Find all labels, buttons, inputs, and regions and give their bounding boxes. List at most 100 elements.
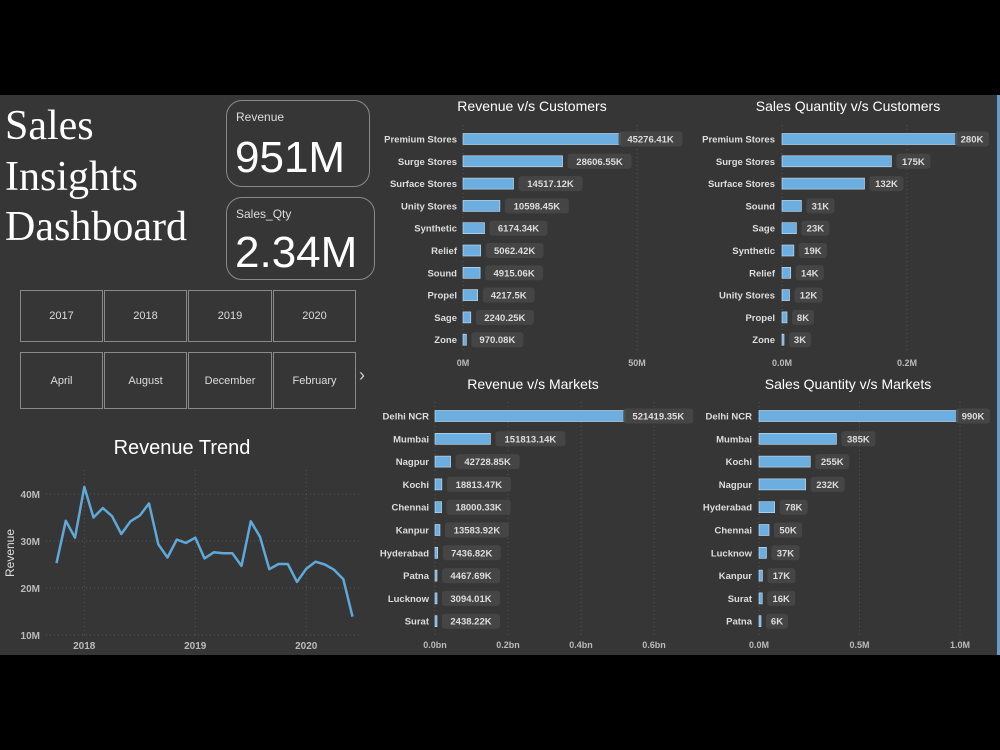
data-label-box xyxy=(955,408,990,424)
bar xyxy=(781,222,797,234)
data-label-box xyxy=(774,522,803,538)
bar xyxy=(462,200,501,212)
y-tick-label: 20M xyxy=(21,584,40,595)
category-label: Sound xyxy=(745,201,775,212)
bar xyxy=(462,177,514,190)
data-label-box xyxy=(771,545,800,561)
bar xyxy=(462,266,481,279)
category-label: Premium Stores xyxy=(384,135,457,146)
category-label: Mumbai xyxy=(716,434,752,445)
data-label: 990K xyxy=(962,412,985,423)
revenue-kpi-card: Revenue 951M xyxy=(226,100,370,187)
category-label: Delhi NCR xyxy=(706,412,753,423)
data-label: 23K xyxy=(807,224,825,235)
bar xyxy=(462,333,467,346)
x-tick-label: 50M xyxy=(628,358,646,368)
data-label: 45276.41K xyxy=(627,135,674,146)
category-label: Propel xyxy=(427,291,457,302)
data-label-box xyxy=(779,499,808,515)
data-label: 385K xyxy=(847,434,870,445)
data-label-box xyxy=(471,332,524,348)
category-label: Mumbai xyxy=(393,434,429,445)
category-label: Surface Stores xyxy=(390,179,457,190)
year-slicer-2020[interactable]: 2020 xyxy=(273,290,356,342)
chevron-right-icon[interactable]: › xyxy=(359,365,365,385)
category-label: Zone xyxy=(752,335,775,346)
bar xyxy=(781,289,790,301)
data-label: 16K xyxy=(772,594,790,605)
data-label-box xyxy=(442,568,500,584)
category-label: Sound xyxy=(427,268,457,279)
category-label: Hyderabad xyxy=(380,548,429,559)
data-label-box xyxy=(810,476,845,492)
category-label: Surat xyxy=(728,594,753,605)
data-label: 37K xyxy=(777,548,795,559)
data-label-box xyxy=(485,265,544,281)
category-label: Nagpur xyxy=(396,457,430,468)
category-label: Patna xyxy=(403,571,430,582)
scrollbar[interactable] xyxy=(997,95,1000,655)
data-label: 18000.33K xyxy=(455,503,502,514)
x-tick-label: 2019 xyxy=(184,641,207,652)
data-label-box xyxy=(896,153,931,169)
qty-markets-title: Sales Quantity v/s Markets xyxy=(765,376,932,392)
bar xyxy=(434,546,439,559)
data-label-box xyxy=(955,131,989,147)
data-label-box xyxy=(504,198,569,214)
category-label: Kanpur xyxy=(719,571,753,582)
year-slicer-2019[interactable]: 2019 xyxy=(188,290,272,342)
category-label: Chennai xyxy=(715,526,752,537)
month-slicer-december[interactable]: December xyxy=(188,352,272,409)
revenue-markets-title: Revenue v/s Markets xyxy=(467,376,599,392)
bar xyxy=(434,410,626,422)
data-label: 42728.85K xyxy=(464,457,511,468)
bar xyxy=(434,478,443,491)
bar xyxy=(781,155,892,168)
bar xyxy=(758,569,763,582)
year-slicer-2017[interactable]: 2017 xyxy=(20,290,103,342)
data-label-box xyxy=(766,613,788,629)
category-label: Kochi xyxy=(726,457,752,468)
month-slicer-february[interactable]: February xyxy=(273,352,356,409)
x-tick-label: 0.0M xyxy=(749,640,769,650)
bar xyxy=(462,289,478,301)
data-label-box xyxy=(841,431,876,447)
category-label: Unity Stores xyxy=(401,201,457,212)
month-slicer-april[interactable]: April xyxy=(20,352,103,409)
data-label: 6K xyxy=(771,617,783,628)
line-chart-title: Revenue Trend xyxy=(114,437,251,459)
x-tick-label: 2020 xyxy=(295,641,318,652)
data-label-box xyxy=(767,568,796,584)
data-label: 10598.45K xyxy=(514,201,561,212)
bar xyxy=(781,311,788,324)
data-label-box xyxy=(795,265,824,281)
bar xyxy=(462,222,485,234)
data-label: 2438.22K xyxy=(450,617,491,628)
data-label-box xyxy=(442,590,500,606)
data-label: 6174.34K xyxy=(498,224,539,235)
category-label: Lucknow xyxy=(711,548,753,559)
category-label: Sage xyxy=(434,313,457,324)
data-label: 3094.01K xyxy=(450,594,491,605)
data-label-box xyxy=(446,476,511,492)
data-label: 4217.5K xyxy=(491,291,527,302)
data-label-box xyxy=(485,243,544,258)
y-tick-label: 40M xyxy=(21,490,40,501)
year-slicer-2018[interactable]: 2018 xyxy=(104,290,187,342)
data-label: 151813.14K xyxy=(505,434,557,445)
month-slicer-august[interactable]: August xyxy=(104,352,187,409)
bar xyxy=(434,592,438,605)
category-label: Propel xyxy=(745,313,775,324)
data-label: 18813.47K xyxy=(456,480,503,491)
x-tick-label: 0.4bn xyxy=(569,640,593,650)
data-label-box xyxy=(442,545,501,561)
y-tick-label: 10M xyxy=(21,631,40,642)
data-label-box xyxy=(482,287,535,303)
bar xyxy=(758,615,762,628)
data-label-box xyxy=(567,153,632,169)
sales-qty-kpi-card: Sales_Qty 2.34M xyxy=(226,197,375,280)
data-label-box xyxy=(455,454,520,470)
category-label: Zone xyxy=(434,335,457,346)
x-tick-label: 1.0M xyxy=(950,640,970,650)
data-label: 970.08K xyxy=(479,335,515,346)
